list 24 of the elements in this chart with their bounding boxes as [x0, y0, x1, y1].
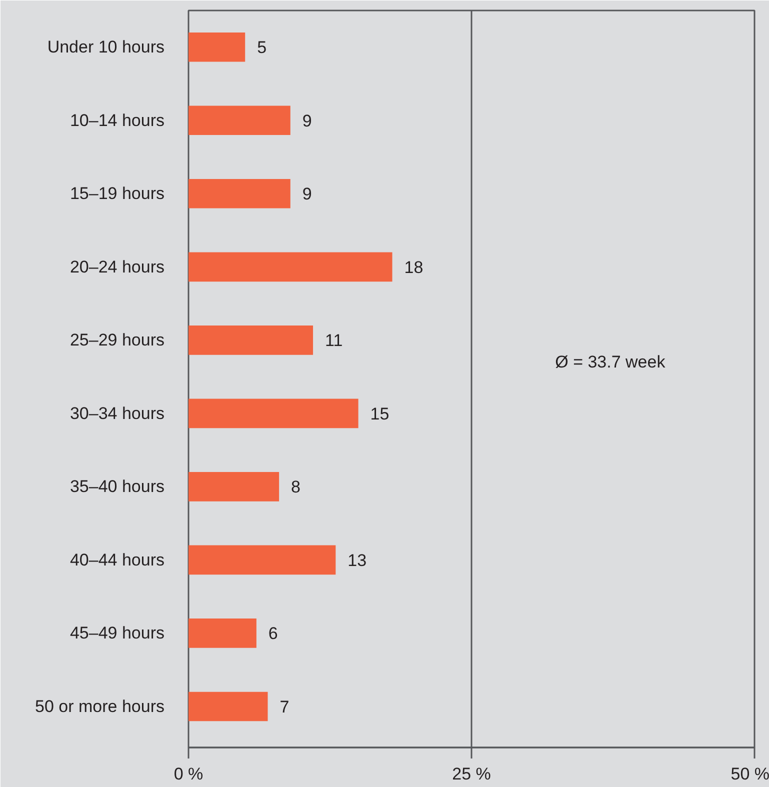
y-tick-label: 25–29 hours	[70, 330, 165, 350]
data-label: 9	[302, 111, 312, 130]
annotation: Ø = 33.7 week	[555, 352, 666, 372]
data-label: 11	[325, 331, 343, 350]
data-label: 8	[291, 478, 301, 497]
y-tick-label: 40–44 hours	[70, 550, 165, 570]
y-tick-label: 35–40 hours	[70, 477, 165, 496]
data-label: 15	[370, 404, 390, 424]
y-tick-label: 10–14 hours	[70, 110, 165, 130]
y-tick-label: 20–24 hours	[70, 257, 165, 276]
data-label: 7	[280, 697, 290, 716]
y-tick-label: Under 10 hours	[47, 38, 165, 57]
data-label: 13	[348, 550, 367, 570]
data-label: 5	[257, 38, 267, 58]
y-tick-label: 15–19 hours	[70, 184, 165, 204]
data-label: 6	[268, 624, 278, 644]
data-label: 18	[404, 258, 424, 277]
y-tick-label: 45–49 hours	[70, 624, 165, 643]
y-tick-label: 50 or more hours	[35, 696, 164, 716]
x-tick-label: 25 %	[452, 764, 491, 784]
y-tick-label: 30–34 hours	[70, 404, 165, 423]
data-label: 9	[302, 184, 312, 204]
x-tick-label: 50 %	[730, 764, 769, 784]
x-tick-label: 0 %	[174, 764, 204, 784]
